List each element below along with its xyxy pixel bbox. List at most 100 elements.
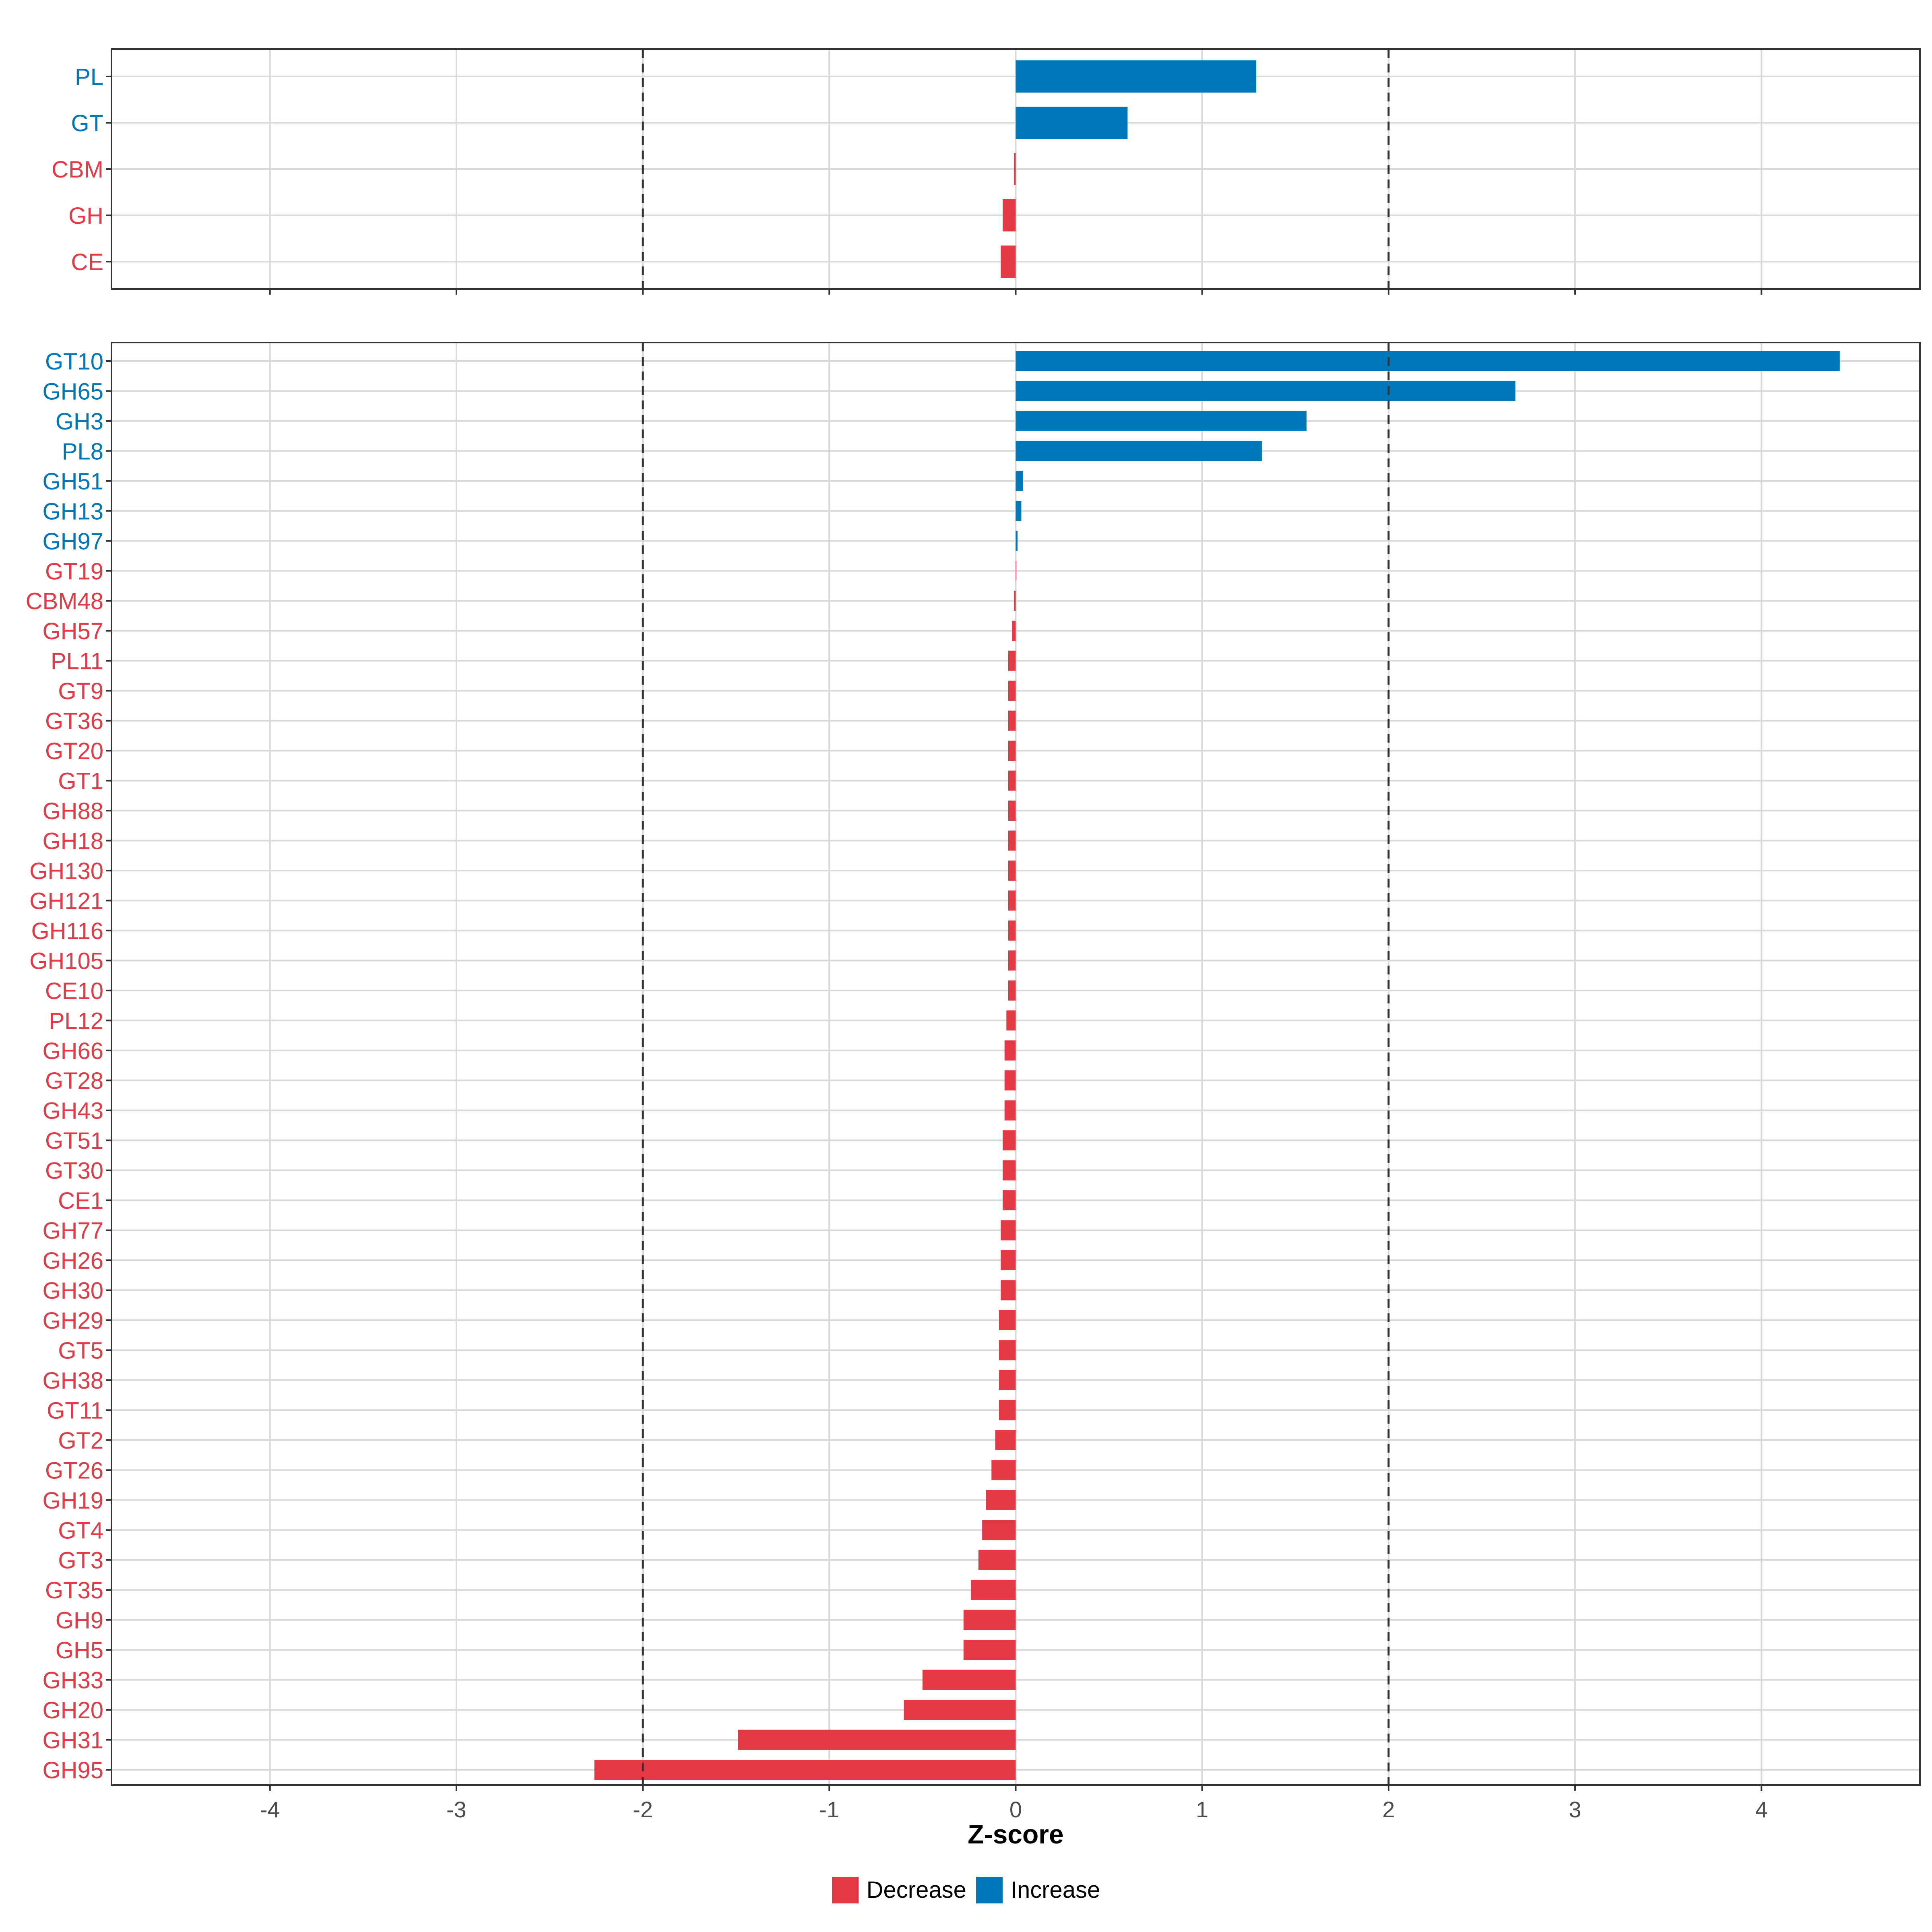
bar-GH43 — [1004, 1100, 1016, 1121]
bar-PL — [1016, 60, 1257, 93]
category-label-GH51: GH51 — [42, 469, 103, 495]
category-label-GH31: GH31 — [42, 1728, 103, 1754]
category-label-GH18: GH18 — [42, 828, 103, 854]
bar-GH30 — [1001, 1280, 1016, 1300]
category-label-GT36: GT36 — [45, 708, 103, 735]
category-label-GH3: GH3 — [56, 409, 103, 435]
bar-GT1 — [1008, 770, 1016, 791]
x-tick-label: -2 — [633, 1797, 653, 1822]
category-label-GT26: GT26 — [45, 1457, 103, 1484]
x-tick-label: -3 — [446, 1797, 466, 1822]
category-label-GH116: GH116 — [31, 918, 103, 944]
category-label-GH43: GH43 — [42, 1098, 103, 1124]
bar-GH20 — [904, 1700, 1016, 1720]
bar-GH19 — [986, 1490, 1016, 1510]
category-label-GH121: GH121 — [29, 888, 103, 914]
category-label-GH9: GH9 — [56, 1608, 103, 1634]
bar-PL11 — [1008, 650, 1016, 671]
category-label-GT3: GT3 — [58, 1548, 103, 1574]
category-label-GH38: GH38 — [42, 1368, 103, 1394]
legend-label-decrease: Decrease — [866, 1877, 966, 1903]
category-label-GT9: GT9 — [58, 678, 103, 704]
category-label-GT1: GT1 — [58, 768, 103, 795]
x-tick-label: 3 — [1569, 1797, 1581, 1822]
bar-GT3 — [978, 1550, 1016, 1570]
category-label-GH33: GH33 — [42, 1668, 103, 1694]
category-label-PL: PL — [75, 64, 103, 90]
bar-GH77 — [1001, 1220, 1016, 1241]
category-label-GT: GT — [71, 110, 103, 136]
category-label-GT51: GT51 — [45, 1128, 103, 1154]
legend-swatch-increase — [976, 1876, 1003, 1903]
bar-GT19 — [1016, 561, 1017, 581]
legend: Decrease Increase — [0, 1876, 1932, 1903]
category-label-GH20: GH20 — [42, 1697, 103, 1724]
category-label-CBM: CBM — [52, 157, 103, 183]
bar-GT35 — [971, 1580, 1016, 1600]
bar-GH116 — [1008, 920, 1016, 941]
category-label-CBM48: CBM48 — [26, 588, 103, 615]
bar-GH33 — [922, 1670, 1016, 1690]
x-tick-label: 4 — [1755, 1797, 1768, 1822]
category-label-GH95: GH95 — [42, 1757, 103, 1783]
x-tick-label: -1 — [819, 1797, 839, 1822]
bar-GT28 — [1004, 1070, 1016, 1091]
bar-GH97 — [1016, 530, 1018, 551]
x-tick-label: 1 — [1196, 1797, 1208, 1822]
bar-GH31 — [738, 1730, 1016, 1750]
bar-GH29 — [999, 1310, 1016, 1330]
category-label-GT5: GT5 — [58, 1338, 103, 1364]
legend-label-increase: Increase — [1010, 1877, 1100, 1903]
category-label-GH: GH — [68, 203, 103, 229]
category-label-GH26: GH26 — [42, 1248, 103, 1274]
bar-GH5 — [963, 1640, 1016, 1660]
bar-GH9 — [963, 1610, 1016, 1630]
bar-CE1 — [1003, 1190, 1016, 1211]
category-label-GH19: GH19 — [42, 1488, 103, 1514]
bar-GH57 — [1012, 621, 1016, 641]
category-label-GH105: GH105 — [29, 948, 103, 974]
category-label-GT19: GT19 — [45, 558, 103, 584]
bar-GT5 — [999, 1340, 1016, 1360]
legend-item-decrease: Decrease — [832, 1876, 966, 1903]
category-label-CE10: CE10 — [45, 978, 103, 1004]
category-label-PL12: PL12 — [49, 1008, 103, 1034]
category-label-GH66: GH66 — [42, 1038, 103, 1064]
bar-GT11 — [999, 1400, 1016, 1420]
category-label-PL11: PL11 — [51, 648, 103, 675]
bar-PL8 — [1016, 441, 1262, 461]
category-label-GT28: GT28 — [45, 1068, 103, 1094]
category-label-GH65: GH65 — [42, 378, 103, 405]
bar-GH51 — [1016, 471, 1024, 491]
category-label-GT30: GT30 — [45, 1158, 103, 1184]
bar-CE10 — [1008, 980, 1016, 1001]
legend-item-increase: Increase — [976, 1876, 1100, 1903]
bar-GT4 — [982, 1520, 1016, 1540]
bar-CE — [1001, 246, 1016, 278]
category-label-CE: CE — [71, 249, 103, 275]
category-label-PL8: PL8 — [62, 438, 103, 464]
bar-CBM48 — [1013, 590, 1016, 611]
bar-GT2 — [995, 1430, 1016, 1450]
category-label-GH30: GH30 — [42, 1278, 103, 1304]
bar-PL12 — [1006, 1010, 1016, 1031]
category-label-GH29: GH29 — [42, 1308, 103, 1334]
category-label-GH88: GH88 — [42, 798, 103, 824]
category-label-GH130: GH130 — [29, 858, 103, 884]
category-label-GH77: GH77 — [42, 1218, 103, 1244]
category-label-GT10: GT10 — [45, 349, 103, 375]
bar-GH95 — [594, 1760, 1016, 1780]
category-label-GH13: GH13 — [42, 498, 103, 524]
category-label-GH97: GH97 — [42, 528, 103, 555]
bar-GH18 — [1008, 830, 1016, 851]
x-tick-label: 2 — [1382, 1797, 1395, 1822]
bar-GH130 — [1008, 860, 1016, 881]
bar-GT51 — [1003, 1130, 1016, 1151]
bar-GH88 — [1008, 801, 1016, 821]
bar-GH66 — [1004, 1040, 1016, 1061]
bar-GH3 — [1016, 411, 1307, 431]
bar-GH38 — [999, 1370, 1016, 1390]
legend-swatch-decrease — [832, 1876, 859, 1903]
x-tick-label: -4 — [260, 1797, 280, 1822]
